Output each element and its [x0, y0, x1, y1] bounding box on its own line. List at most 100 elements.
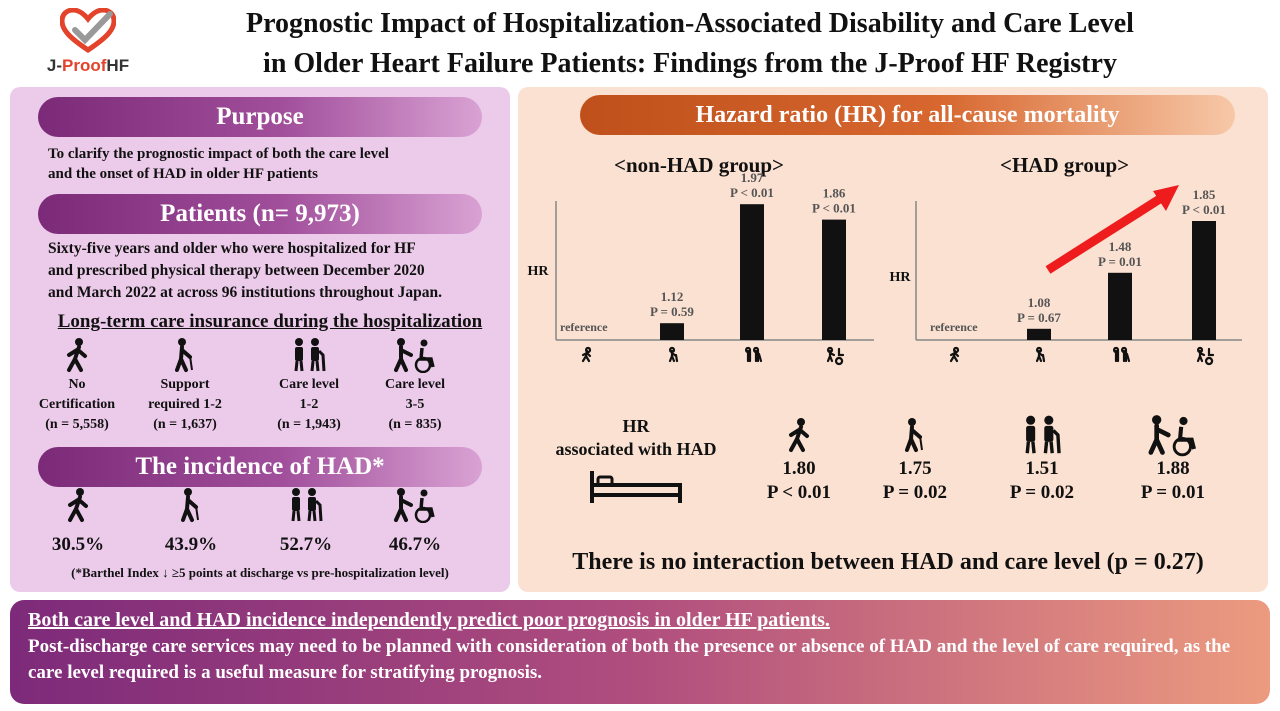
bar [1027, 328, 1051, 340]
cert-line1: Care level [279, 377, 339, 392]
bar [740, 204, 764, 340]
cert-line1: Care level [385, 377, 445, 392]
bar-value-label: 1.12 [661, 289, 684, 304]
cane-icon [905, 418, 923, 452]
cert-line2: required 1-2 [148, 397, 222, 412]
logo-text: J-ProofHF [46, 56, 130, 75]
hr-assoc-line2: associated with HAD [555, 439, 717, 459]
purpose-text-1: To clarify the prognostic impact of both… [48, 146, 389, 162]
long-term-care-heading: Long-term care insurance during the hosp… [57, 311, 483, 332]
bar-p-label: P = 0.59 [650, 304, 694, 319]
conclusion-line-1: Both care level and HAD incidence indepe… [28, 609, 830, 631]
patients-text-3: and March 2022 at across 96 institutions… [48, 284, 443, 301]
purpose-heading: Purpose [38, 97, 482, 137]
had-assoc-hr: 1.51 [1025, 458, 1059, 479]
incidence-value: 52.7% [279, 534, 333, 555]
cert-n: (n = 1,637) [153, 417, 217, 432]
walker-icon [581, 346, 592, 363]
page-title: Prognostic Impact of Hospitalization-Ass… [160, 4, 1220, 84]
hazard-ratio-heading: Hazard ratio (HR) for all-cause mortalit… [580, 95, 1235, 135]
y-axis-label: HR [528, 264, 550, 279]
cert-line2: Certification [38, 397, 116, 412]
incidence-care-level-3-5: 46.7% [365, 487, 465, 556]
cane-icon [1035, 346, 1046, 363]
patients-text-2: and prescribed physical therapy between … [48, 262, 425, 279]
walker-icon [789, 418, 809, 452]
bar-value-label: 1.86 [823, 186, 846, 201]
cert-n: (n = 835) [388, 417, 442, 432]
cane-icon [668, 346, 679, 363]
incidence-care-level-1-2: 52.7% [256, 487, 356, 556]
incidence-support-required: 43.9% [141, 487, 241, 556]
wheelchair-icon [394, 488, 435, 524]
hr-assoc-line1: HR [622, 416, 650, 436]
group-care-level-1-2: Care level 1-2 (n = 1,943) [254, 337, 364, 435]
cane-icon [181, 488, 199, 522]
had-assoc-care-level-3-5: 1.88 P = 0.01 [1118, 413, 1228, 505]
interaction-statement: There is no interaction between HAD and … [572, 549, 1204, 575]
had-assoc-p: P < 0.01 [766, 482, 832, 503]
group-care-level-3-5: Care level 3-5 (n = 835) [360, 337, 470, 435]
assisted-pair-icon [744, 346, 763, 363]
had-chart-title: <HAD group> [1000, 153, 1130, 177]
j-proof-hf-logo: J-ProofHF [38, 6, 138, 80]
left-panel: Purpose To clarify the prognostic impact… [10, 87, 510, 592]
incidence-heading: The incidence of HAD* [38, 447, 482, 487]
had-assoc-p: P = 0.02 [882, 482, 948, 503]
bar [822, 219, 846, 340]
cert-line2: 1-2 [299, 397, 319, 412]
bar [1108, 272, 1132, 340]
wheelchair-icon [1196, 346, 1215, 366]
bar-p-label: P < 0.01 [812, 201, 856, 216]
wheelchair-icon [1148, 415, 1196, 457]
had-assoc-p: P = 0.02 [1009, 482, 1075, 503]
bar-value-label: 1.85 [1193, 187, 1216, 202]
bar-p-label: P = 0.67 [1017, 310, 1061, 325]
had-assoc-hr: 1.75 [898, 458, 932, 479]
incidence-value: 30.5% [51, 534, 105, 555]
incidence-value: 46.7% [388, 534, 442, 555]
heart-check-icon [60, 8, 116, 54]
group-no-certification: No Certification (n = 5,558) [22, 337, 132, 435]
incidence-value: 43.9% [164, 534, 218, 555]
had-assoc-support-required: 1.75 P = 0.02 [860, 413, 970, 505]
had-assoc-hr: 1.88 [1156, 458, 1190, 479]
patients-text-1: Sixty-five years and older who were hosp… [48, 240, 416, 257]
non-had-chart-title: <non-HAD group> [614, 153, 784, 177]
had-assoc-care-level-1-2: 1.51 P = 0.02 [987, 413, 1097, 505]
had-assoc-p: P = 0.01 [1140, 482, 1206, 503]
reference-label: reference [930, 320, 978, 334]
conclusion-line-2: Post-discharge care services may need to… [28, 636, 1231, 683]
conclusion-banner: Both care level and HAD incidence indepe… [10, 600, 1270, 704]
y-axis-label: HR [890, 270, 912, 285]
cert-line2: 3-5 [405, 397, 425, 412]
cert-n: (n = 1,943) [277, 417, 341, 432]
patients-heading: Patients (n= 9,973) [38, 194, 482, 234]
purpose-text-2: and the onset of HAD in older HF patient… [48, 166, 319, 182]
assisted-pair-icon [1025, 415, 1061, 454]
hr-associated-with-had-label: HR associated with HAD [536, 415, 736, 513]
trend-arrow-shaft [1045, 191, 1169, 274]
bar [1192, 221, 1216, 340]
assisted-pair-icon [294, 338, 326, 372]
cert-line1: No [68, 377, 86, 392]
walker-icon [67, 338, 87, 372]
cert-n: (n = 5,558) [45, 417, 109, 432]
had-assoc-hr: 1.80 [782, 458, 816, 479]
had-assoc-no-certification: 1.80 P < 0.01 [744, 413, 854, 505]
reference-label: reference [560, 320, 608, 334]
bar-value-label: 1.08 [1028, 295, 1051, 310]
title-line-2: in Older Heart Failure Patients: Finding… [263, 48, 1117, 79]
walker-icon [949, 346, 960, 363]
group-support-required: Support required 1-2 (n = 1,637) [130, 337, 240, 435]
bar-value-label: 1.97 [741, 170, 764, 185]
bar-p-label: P < 0.01 [1182, 202, 1226, 217]
bar [660, 323, 684, 340]
trend-arrow-head [1153, 185, 1179, 211]
assisted-pair-icon [1112, 346, 1131, 363]
right-panel: Hazard ratio (HR) for all-cause mortalit… [518, 87, 1268, 592]
cane-icon [175, 338, 193, 372]
wheelchair-icon [394, 338, 435, 373]
bar-value-label: 1.48 [1109, 239, 1132, 254]
